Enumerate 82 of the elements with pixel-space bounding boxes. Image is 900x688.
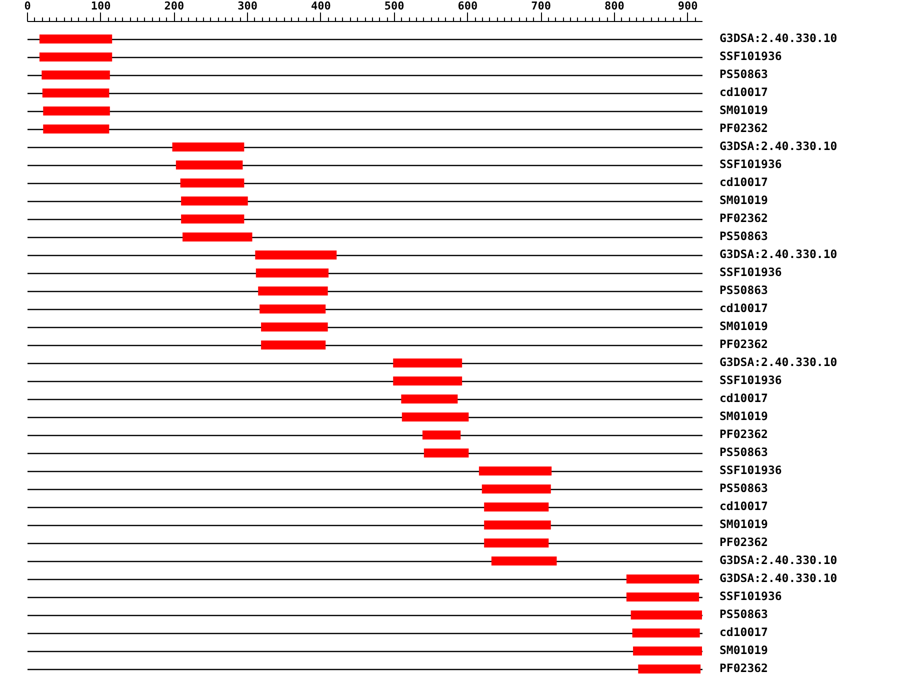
bar bbox=[42, 70, 110, 80]
y-tick-label: SSF101936 bbox=[720, 49, 782, 63]
bar bbox=[632, 628, 700, 638]
bar bbox=[42, 88, 110, 98]
y-tick-label: SM01019 bbox=[720, 319, 768, 333]
y-tick-label: G3DSA:2.40.330.10 bbox=[720, 553, 838, 567]
bar bbox=[393, 376, 462, 386]
bar bbox=[172, 142, 244, 152]
y-tick-label: cd10017 bbox=[720, 85, 768, 99]
y-tick-label: PS50863 bbox=[720, 445, 768, 459]
y-tick-label: G3DSA:2.40.330.10 bbox=[720, 355, 838, 369]
bar bbox=[176, 160, 243, 170]
x-tick-label: 400 bbox=[311, 0, 331, 12]
bar bbox=[491, 556, 557, 566]
bar bbox=[255, 250, 337, 260]
y-tick-label: G3DSA:2.40.330.10 bbox=[720, 139, 838, 153]
bar bbox=[182, 232, 252, 242]
bar bbox=[424, 448, 469, 458]
y-tick-label: G3DSA:2.40.330.10 bbox=[720, 247, 838, 261]
y-tick-label: SSF101936 bbox=[720, 373, 782, 387]
y-tick-label: SM01019 bbox=[720, 517, 768, 531]
bar bbox=[39, 34, 112, 44]
y-tick-label: SM01019 bbox=[720, 643, 768, 657]
bar bbox=[626, 592, 700, 602]
y-tick-label: SSF101936 bbox=[720, 463, 782, 477]
bar bbox=[402, 412, 469, 422]
x-tick-label: 500 bbox=[384, 0, 404, 12]
y-tick-label: SSF101936 bbox=[720, 265, 782, 279]
x-tick-label: 0 bbox=[24, 0, 31, 12]
y-tick-label: cd10017 bbox=[720, 391, 768, 405]
bar bbox=[393, 358, 462, 368]
y-tick-label: PS50863 bbox=[720, 607, 768, 621]
bar bbox=[633, 646, 702, 656]
y-tick-label: PS50863 bbox=[720, 283, 768, 297]
bar bbox=[626, 574, 700, 584]
y-tick-label: G3DSA:2.40.330.10 bbox=[720, 571, 838, 585]
y-tick-label: SM01019 bbox=[720, 409, 768, 423]
bar bbox=[478, 466, 552, 476]
x-tick-label: 700 bbox=[531, 0, 552, 12]
x-tick-label: 800 bbox=[604, 0, 624, 12]
bar bbox=[261, 340, 326, 350]
y-tick-label: SM01019 bbox=[720, 103, 768, 117]
bar bbox=[181, 214, 244, 224]
bar bbox=[258, 286, 328, 296]
bar bbox=[43, 124, 110, 134]
y-tick-label: SM01019 bbox=[720, 193, 768, 207]
y-tick-label: PF02362 bbox=[720, 661, 768, 675]
bar bbox=[181, 196, 248, 206]
bar bbox=[39, 52, 112, 62]
x-tick-label: 300 bbox=[238, 0, 258, 12]
bar bbox=[260, 304, 326, 314]
y-tick-label: PS50863 bbox=[720, 481, 768, 495]
bar bbox=[484, 502, 549, 512]
bar bbox=[484, 538, 549, 548]
y-tick-label: PF02362 bbox=[720, 337, 768, 351]
bar bbox=[401, 394, 458, 404]
y-tick-label: cd10017 bbox=[720, 499, 768, 513]
bar bbox=[261, 322, 328, 332]
y-tick-label: PF02362 bbox=[720, 427, 768, 441]
bar bbox=[630, 610, 702, 620]
y-tick-label: PS50863 bbox=[720, 67, 768, 81]
y-tick-label: PF02362 bbox=[720, 535, 768, 549]
bar bbox=[180, 178, 244, 188]
y-tick-label: PF02362 bbox=[720, 121, 768, 135]
y-tick-label: cd10017 bbox=[720, 301, 768, 315]
x-tick-label: 900 bbox=[678, 0, 698, 12]
x-tick-label: 600 bbox=[458, 0, 478, 12]
bar bbox=[256, 268, 329, 278]
bar bbox=[422, 430, 461, 440]
y-tick-label: PS50863 bbox=[720, 229, 768, 243]
y-tick-label: SSF101936 bbox=[720, 589, 782, 603]
y-tick-label: cd10017 bbox=[720, 625, 768, 639]
y-tick-label: cd10017 bbox=[720, 175, 768, 189]
y-tick-label: SSF101936 bbox=[720, 157, 782, 171]
y-tick-label: PF02362 bbox=[720, 211, 768, 225]
bar bbox=[482, 484, 551, 494]
x-tick-label: 200 bbox=[164, 0, 184, 12]
bar bbox=[484, 520, 551, 530]
bar bbox=[638, 664, 701, 674]
y-tick-label: G3DSA:2.40.330.10 bbox=[720, 31, 838, 45]
x-tick-label: 100 bbox=[90, 0, 111, 12]
bar bbox=[43, 106, 110, 116]
